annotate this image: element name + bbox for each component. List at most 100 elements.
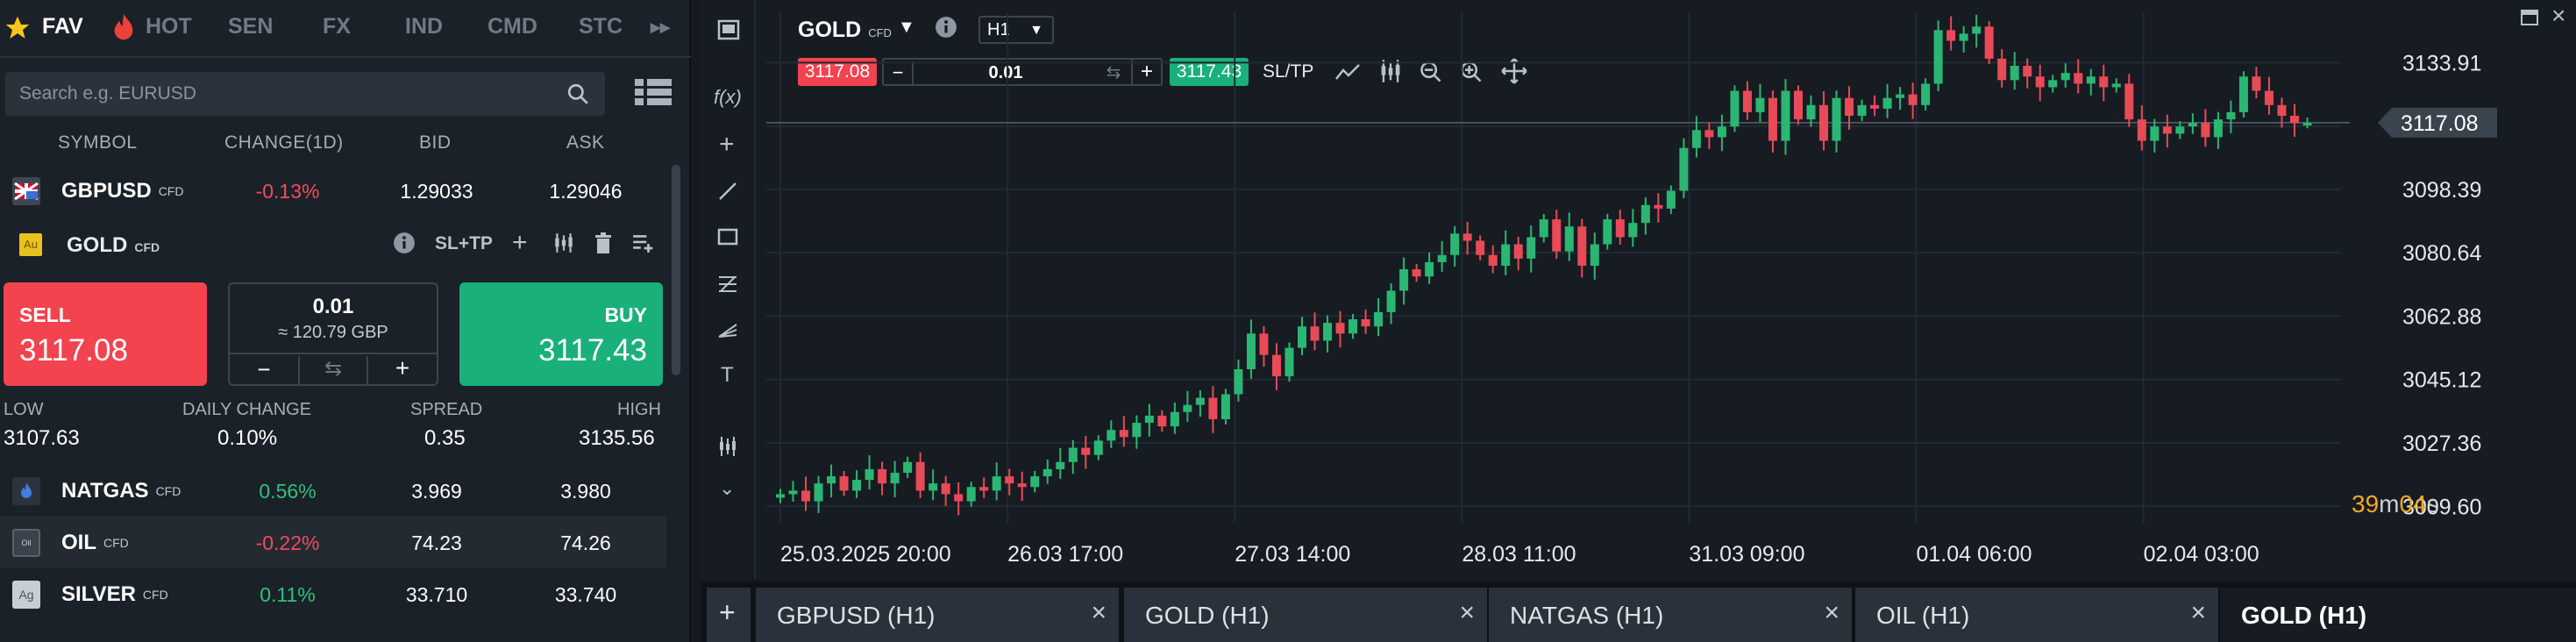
column-symbol[interactable]: SYMBOL xyxy=(58,132,138,153)
volume-equivalent: ≈ 120.79 GBP xyxy=(278,323,388,342)
buy-price: 3117.43 xyxy=(538,333,647,367)
star-icon[interactable] xyxy=(4,14,32,42)
crosshair-icon[interactable]: + xyxy=(719,130,735,159)
chart-info-icon[interactable] xyxy=(935,16,957,39)
add-icon[interactable]: + xyxy=(512,228,528,257)
interval-select[interactable]: H1 ▼ xyxy=(978,16,1054,44)
tab-fx[interactable]: FX xyxy=(323,14,351,39)
candle-body xyxy=(1832,97,1841,141)
candles-icon[interactable] xyxy=(552,232,575,254)
chart-tab-gbpusd[interactable]: GBPUSD (H1) × xyxy=(756,588,1119,642)
candle-body xyxy=(1488,254,1498,266)
instrument-symbol: GBPUSD CFD xyxy=(61,179,184,203)
category-tabs: FAV HOT SEN FX IND CMD STC ▸▸ xyxy=(0,0,691,58)
candle-body xyxy=(801,490,811,502)
buy-button[interactable]: BUY 3117.43 xyxy=(459,282,663,386)
candle-body xyxy=(2124,83,2134,120)
list-view-icon[interactable] xyxy=(635,77,672,107)
candle-body xyxy=(2137,119,2146,141)
close-tab-icon[interactable]: × xyxy=(1824,598,1839,627)
close-tab-icon[interactable]: × xyxy=(1091,598,1107,627)
candle-body xyxy=(1093,440,1103,455)
search-input[interactable] xyxy=(19,72,545,116)
add-tab-button[interactable]: + xyxy=(707,588,751,642)
sltp-button[interactable]: SL+TP xyxy=(435,233,493,253)
layout-icon[interactable] xyxy=(717,19,740,40)
x-tick-label: 28.03 11:00 xyxy=(1462,542,1576,567)
candle-body xyxy=(2035,76,2045,88)
collapse-chevron-icon[interactable]: ⌄ xyxy=(719,477,736,499)
maximize-icon[interactable] xyxy=(2520,9,2539,26)
symbol-dropdown-icon[interactable]: ▼ xyxy=(898,18,915,37)
chart-tab-gold-active[interactable]: GOLD (H1) xyxy=(2220,588,2576,642)
chart-sltp-button[interactable]: SL/TP xyxy=(1263,61,1314,82)
candlestick-chart[interactable]: 25.03.2025 20:00 26.03 17:00 27.03 14:00 28… xyxy=(756,0,2576,579)
instrument-row-gbpusd[interactable]: GBPUSD CFD -0.13% 1.29033 1.29046 xyxy=(0,165,666,216)
column-bid[interactable]: BID xyxy=(419,132,452,153)
instrument-ask: 3.980 xyxy=(560,480,611,503)
volume-minus-button[interactable]: − xyxy=(257,356,271,382)
trash-icon[interactable] xyxy=(593,232,614,254)
chart-tab-oil[interactable]: OIL (H1) × xyxy=(1855,588,2218,642)
volume-value[interactable]: 0.01 xyxy=(312,295,354,318)
tab-sen[interactable]: SEN xyxy=(228,14,274,39)
instrument-row-oil[interactable]: Oil OIL CFD -0.22% 74.23 74.26 xyxy=(0,517,666,567)
chart-tab-natgas[interactable]: NATGAS (H1) × xyxy=(1489,588,1852,642)
candle-body xyxy=(1870,104,1880,109)
candle-body xyxy=(1348,319,1358,334)
candle-body xyxy=(1144,415,1154,424)
candle-body xyxy=(1030,476,1040,488)
candle-body xyxy=(1742,90,1752,112)
candle-body xyxy=(1234,368,1243,395)
pan-icon[interactable] xyxy=(1501,58,1527,84)
candle-body xyxy=(1323,323,1333,341)
chart-symbol[interactable]: GOLD CFD xyxy=(798,18,892,42)
tab-cmd[interactable]: CMD xyxy=(487,14,537,39)
chart-type-icon[interactable] xyxy=(1378,58,1403,84)
chart-tab-gold-1[interactable]: GOLD (H1) × xyxy=(1124,588,1487,642)
playlist-add-icon[interactable] xyxy=(631,232,654,254)
gold-flag-icon: Au xyxy=(19,233,42,256)
instrument-row-silver[interactable]: Ag SILVER CFD 0.11% 33.710 33.740 xyxy=(0,568,666,619)
candle-body xyxy=(2201,123,2210,138)
column-ask[interactable]: ASK xyxy=(566,132,605,153)
close-tab-icon[interactable]: × xyxy=(2190,598,2206,627)
indicator-icon[interactable] xyxy=(717,435,738,458)
instrument-symbol: NATGAS CFD xyxy=(61,479,181,503)
close-tab-icon[interactable]: × xyxy=(1459,598,1475,627)
search-icon[interactable] xyxy=(566,82,589,105)
instrument-row-natgas[interactable]: NATGAS CFD 0.56% 3.969 3.980 xyxy=(0,465,666,516)
trendline-icon[interactable] xyxy=(717,181,738,202)
tabs-more-icon[interactable]: ▸▸ xyxy=(651,16,671,38)
line-chart-icon[interactable] xyxy=(1334,61,1361,82)
fibonacci-icon[interactable] xyxy=(717,274,738,295)
chart-volume-value[interactable]: 0.01 xyxy=(988,63,1023,82)
text-tool-icon[interactable]: T xyxy=(721,363,734,387)
chart-swap-icon[interactable]: ⇆ xyxy=(1106,63,1121,82)
tab-stc[interactable]: STC xyxy=(579,14,623,39)
fire-icon[interactable] xyxy=(112,12,135,42)
volume-swap-icon[interactable]: ⇆ xyxy=(298,356,368,384)
candle-body xyxy=(1959,33,1968,41)
tab-fav[interactable]: FAV xyxy=(42,14,83,39)
sell-button[interactable]: SELL 3117.08 xyxy=(4,282,207,386)
sell-price: 3117.08 xyxy=(19,333,128,367)
watchlist-scrollbar[interactable] xyxy=(672,165,680,375)
candle-body xyxy=(839,476,849,491)
expanded-instrument-header[interactable]: Au GOLD CFD SL+TP + xyxy=(0,219,666,270)
chart-volume-plus[interactable]: + xyxy=(1131,60,1161,84)
tab-hot[interactable]: HOT xyxy=(146,14,192,39)
pitchfork-icon[interactable] xyxy=(717,319,738,340)
info-icon[interactable] xyxy=(393,232,416,254)
instrument-bid: 3.969 xyxy=(411,480,462,503)
function-icon[interactable]: f(x) xyxy=(714,86,742,108)
rectangle-icon[interactable] xyxy=(717,228,738,246)
oil-flag-icon: Oil xyxy=(12,529,40,557)
candle-body xyxy=(2023,66,2032,77)
candle-body xyxy=(1132,423,1142,438)
column-change[interactable]: CHANGE(1D) xyxy=(224,132,344,153)
close-chart-icon[interactable]: × xyxy=(2551,2,2566,29)
chart-volume-minus[interactable]: − xyxy=(884,61,914,84)
volume-plus-button[interactable]: + xyxy=(395,354,410,382)
tab-ind[interactable]: IND xyxy=(405,14,444,39)
